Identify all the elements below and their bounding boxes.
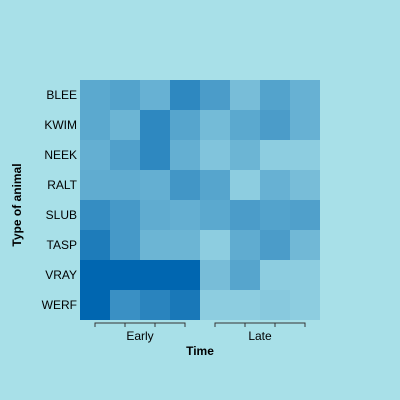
heatmap-cell-tasp-5: [200, 230, 230, 260]
heatmap-cell-blee-1: [80, 80, 110, 110]
heatmap-cell-ralt-2: [110, 170, 140, 200]
group-brackets: Early Late: [94, 322, 306, 343]
heatmap-cell-werf-8: [290, 290, 320, 320]
heatmap-cell-werf-4: [170, 290, 200, 320]
heatmap-cell-vray-6: [230, 260, 260, 290]
heatmap-cell-slub-4: [170, 200, 200, 230]
heatmap-cell-ralt-7: [260, 170, 290, 200]
heatmap-cell-slub-5: [200, 200, 230, 230]
heatmap-cell-neek-3: [140, 140, 170, 170]
heatmap-cells: [80, 80, 320, 320]
heatmap-cell-slub-6: [230, 200, 260, 230]
heatmap-cell-kwim-2: [110, 110, 140, 140]
x-axis-title: Time: [186, 344, 214, 358]
row-label-kwim: KWIM: [44, 118, 77, 132]
heatmap-cell-kwim-1: [80, 110, 110, 140]
row-label-blee: BLEE: [46, 88, 77, 102]
heatmap-cell-neek-7: [260, 140, 290, 170]
heatmap-cell-werf-2: [110, 290, 140, 320]
heatmap-cell-neek-5: [200, 140, 230, 170]
group-bracket-late: [214, 322, 306, 327]
heatmap-cell-ralt-4: [170, 170, 200, 200]
heatmap-cell-vray-1: [80, 260, 110, 290]
heatmap-cell-ralt-5: [200, 170, 230, 200]
heatmap-cell-ralt-1: [80, 170, 110, 200]
row-label-neek: NEEK: [44, 148, 77, 162]
heatmap-cell-ralt-3: [140, 170, 170, 200]
heatmap-cell-vray-7: [260, 260, 290, 290]
heatmap-cell-werf-3: [140, 290, 170, 320]
row-label-werf: WERF: [42, 298, 77, 312]
heatmap-cell-vray-5: [200, 260, 230, 290]
heatmap-cell-neek-6: [230, 140, 260, 170]
heatmap-cell-kwim-7: [260, 110, 290, 140]
heatmap-cell-tasp-2: [110, 230, 140, 260]
heatmap-cell-ralt-6: [230, 170, 260, 200]
heatmap-cell-kwim-8: [290, 110, 320, 140]
group-label-late: Late: [248, 329, 272, 343]
heatmap-cell-blee-5: [200, 80, 230, 110]
heatmap-cell-kwim-6: [230, 110, 260, 140]
heatmap-cell-tasp-1: [80, 230, 110, 260]
group-label-early: Early: [126, 329, 153, 343]
heatmap-cell-tasp-6: [230, 230, 260, 260]
row-label-ralt: RALT: [47, 178, 77, 192]
heatmap-cell-vray-2: [110, 260, 140, 290]
row-labels: BLEE KWIM NEEK RALT SLUB TASP VRAY WERF: [42, 88, 78, 312]
heatmap-cell-blee-3: [140, 80, 170, 110]
row-label-tasp: TASP: [47, 238, 77, 252]
heatmap-cell-blee-6: [230, 80, 260, 110]
heatmap-cell-neek-8: [290, 140, 320, 170]
y-axis-title: Type of animal: [10, 163, 24, 246]
heatmap-cell-blee-7: [260, 80, 290, 110]
heatmap-cell-slub-8: [290, 200, 320, 230]
heatmap-cell-blee-4: [170, 80, 200, 110]
heatmap-cell-tasp-7: [260, 230, 290, 260]
heatmap-cell-neek-2: [110, 140, 140, 170]
heatmap-cell-tasp-8: [290, 230, 320, 260]
row-label-vray: VRAY: [45, 268, 77, 282]
heatmap-cell-werf-1: [80, 290, 110, 320]
heatmap-cell-vray-3: [140, 260, 170, 290]
heatmap-cell-werf-5: [200, 290, 230, 320]
heatmap-cell-kwim-3: [140, 110, 170, 140]
heatmap-cell-neek-1: [80, 140, 110, 170]
heatmap-cell-slub-1: [80, 200, 110, 230]
heatmap-cell-blee-2: [110, 80, 140, 110]
heatmap-cell-kwim-4: [170, 110, 200, 140]
heatmap-cell-vray-8: [290, 260, 320, 290]
heatmap-cell-kwim-5: [200, 110, 230, 140]
heatmap-cell-werf-7: [260, 290, 290, 320]
heatmap-cell-tasp-4: [170, 230, 200, 260]
heatmap-cell-slub-3: [140, 200, 170, 230]
row-label-slub: SLUB: [46, 208, 77, 222]
group-bracket-early: [94, 322, 186, 327]
heatmap-cell-tasp-3: [140, 230, 170, 260]
heatmap-cell-werf-6: [230, 290, 260, 320]
heatmap-cell-vray-4: [170, 260, 200, 290]
heatmap-cell-blee-8: [290, 80, 320, 110]
heatmap-cell-neek-4: [170, 140, 200, 170]
heatmap-cell-slub-2: [110, 200, 140, 230]
heatmap-cell-ralt-8: [290, 170, 320, 200]
heatmap-cell-slub-7: [260, 200, 290, 230]
